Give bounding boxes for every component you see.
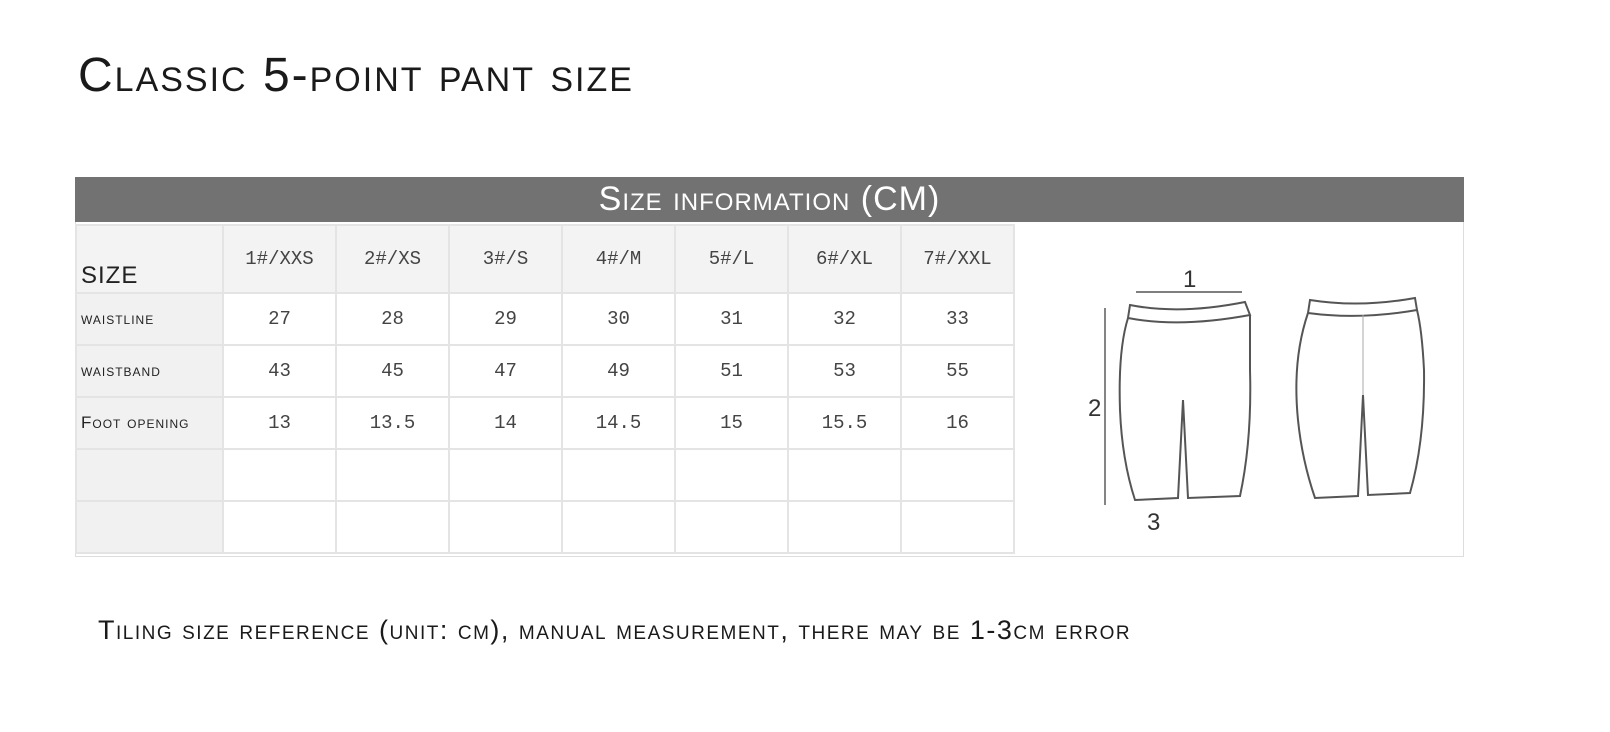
table-cell <box>900 448 1015 502</box>
table-cell: 13.5 <box>335 396 450 450</box>
table-cell: 14 <box>448 396 563 450</box>
table-row: waistline 27 28 29 30 31 32 33 <box>75 292 1015 346</box>
table-row: Foot opening 13 13.5 14 14.5 15 15.5 16 <box>75 396 1015 450</box>
row-label: waistline <box>75 292 224 346</box>
table-cell <box>335 500 450 554</box>
table-cell <box>448 500 563 554</box>
table-cell: 31 <box>674 292 789 346</box>
size-column-header: 5#/L <box>674 224 789 294</box>
table-cell: 49 <box>561 344 676 398</box>
size-table-header-band: Size information (CM) <box>75 177 1464 222</box>
table-cell: 15 <box>674 396 789 450</box>
table-cell <box>787 500 902 554</box>
diagram-label-3: 3 <box>1147 509 1160 536</box>
table-cell: 29 <box>448 292 563 346</box>
table-cell: 13 <box>222 396 337 450</box>
size-header-label: SIZE <box>75 224 224 294</box>
table-cell <box>900 500 1015 554</box>
table-cell: 16 <box>900 396 1015 450</box>
table-cell: 47 <box>448 344 563 398</box>
table-cell <box>222 500 337 554</box>
row-label: waistband <box>75 344 224 398</box>
table-cell <box>674 500 789 554</box>
size-column-header: 4#/M <box>561 224 676 294</box>
row-label: Foot opening <box>75 396 224 450</box>
size-column-header: 3#/S <box>448 224 563 294</box>
table-cell: 55 <box>900 344 1015 398</box>
table-cell: 14.5 <box>561 396 676 450</box>
table-cell: 15.5 <box>787 396 902 450</box>
table-row: waistband 43 45 47 49 51 53 55 <box>75 344 1015 398</box>
diagram-label-1: 1 <box>1183 266 1196 293</box>
size-header-row: SIZE 1#/XXS 2#/XS 3#/S 4#/M 5#/L 6#/XL 7#/XXL <box>75 224 1015 294</box>
table-cell: 33 <box>900 292 1015 346</box>
size-column-header: 6#/XL <box>787 224 902 294</box>
table-cell: 45 <box>335 344 450 398</box>
size-column-header: 1#/XXS <box>222 224 337 294</box>
measurement-note: Tiling size reference (unit: cm), manual… <box>98 615 1132 645</box>
table-cell: 30 <box>561 292 676 346</box>
table-cell: 32 <box>787 292 902 346</box>
size-column-header: 7#/XXL <box>900 224 1015 294</box>
table-cell <box>448 448 563 502</box>
size-column-header: 2#/XS <box>335 224 450 294</box>
table-cell <box>335 448 450 502</box>
diagram-label-2: 2 <box>1088 395 1101 422</box>
size-table: SIZE 1#/XXS 2#/XS 3#/S 4#/M 5#/L 6#/XL 7#/XXL wa… <box>75 224 1015 554</box>
table-cell: 51 <box>674 344 789 398</box>
table-cell: 43 <box>222 344 337 398</box>
pant-measurement-diagram: 1 2 3 <box>1088 266 1426 536</box>
table-cell <box>674 448 789 502</box>
table-cell: 53 <box>787 344 902 398</box>
row-label <box>75 500 224 554</box>
table-cell <box>561 500 676 554</box>
row-label <box>75 448 224 502</box>
table-cell <box>222 448 337 502</box>
table-row <box>75 500 1015 554</box>
table-cell <box>787 448 902 502</box>
table-row <box>75 448 1015 502</box>
table-cell <box>561 448 676 502</box>
page-title: Classic 5-point pant size <box>78 49 634 102</box>
table-cell: 27 <box>222 292 337 346</box>
table-cell: 28 <box>335 292 450 346</box>
